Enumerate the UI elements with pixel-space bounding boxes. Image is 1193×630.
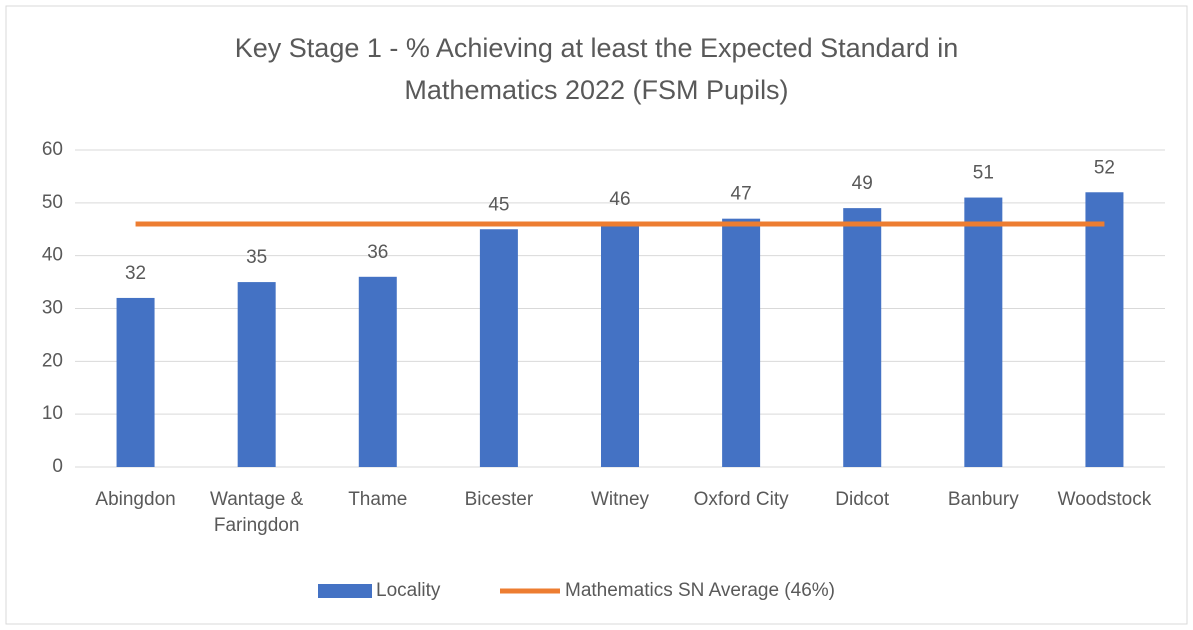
bar xyxy=(722,218,761,467)
data-label: 47 xyxy=(731,184,752,205)
x-tick-label: Oxford City xyxy=(693,489,789,510)
data-label: 36 xyxy=(367,242,388,263)
bar xyxy=(1085,192,1124,467)
data-label: 51 xyxy=(973,163,994,184)
bar xyxy=(601,223,639,467)
y-tick-label: 40 xyxy=(42,245,63,266)
bar xyxy=(479,229,518,467)
bar xyxy=(843,208,882,467)
bar xyxy=(116,297,155,467)
data-label: 32 xyxy=(125,263,146,284)
y-tick-label: 30 xyxy=(42,298,63,319)
y-tick-label: 10 xyxy=(42,403,63,424)
legend-label: Locality xyxy=(376,580,441,601)
data-label: 35 xyxy=(246,247,267,268)
x-tick-label: Didcot xyxy=(835,489,890,510)
x-tick-label: Wantage & Faringdon xyxy=(210,489,304,536)
x-tick-label: Bicester xyxy=(464,489,534,510)
x-tick-label: Banbury xyxy=(947,489,1019,510)
data-label: 52 xyxy=(1094,157,1115,178)
bar xyxy=(237,282,276,467)
y-tick-label: 60 xyxy=(42,139,63,160)
bar xyxy=(358,276,397,467)
legend-swatch xyxy=(318,584,372,598)
y-tick-label: 50 xyxy=(42,192,63,213)
x-tick-label: Witney xyxy=(590,489,650,510)
data-label: 45 xyxy=(488,194,509,215)
x-tick-label: Thame xyxy=(348,489,408,510)
y-tick-label: 20 xyxy=(42,350,63,371)
x-tick-label: Abingdon xyxy=(95,489,176,510)
x-tick-label: Woodstock xyxy=(1057,489,1152,510)
bar xyxy=(964,197,1003,468)
data-label: 46 xyxy=(609,189,630,210)
y-tick-label: 0 xyxy=(52,456,63,477)
legend-label: Mathematics SN Average (46%) xyxy=(565,580,835,601)
chart-title: Key Stage 1 - % Achieving at least the E… xyxy=(234,33,959,63)
data-label: 49 xyxy=(852,173,873,194)
chart-title: Mathematics 2022 (FSM Pupils) xyxy=(404,75,789,105)
